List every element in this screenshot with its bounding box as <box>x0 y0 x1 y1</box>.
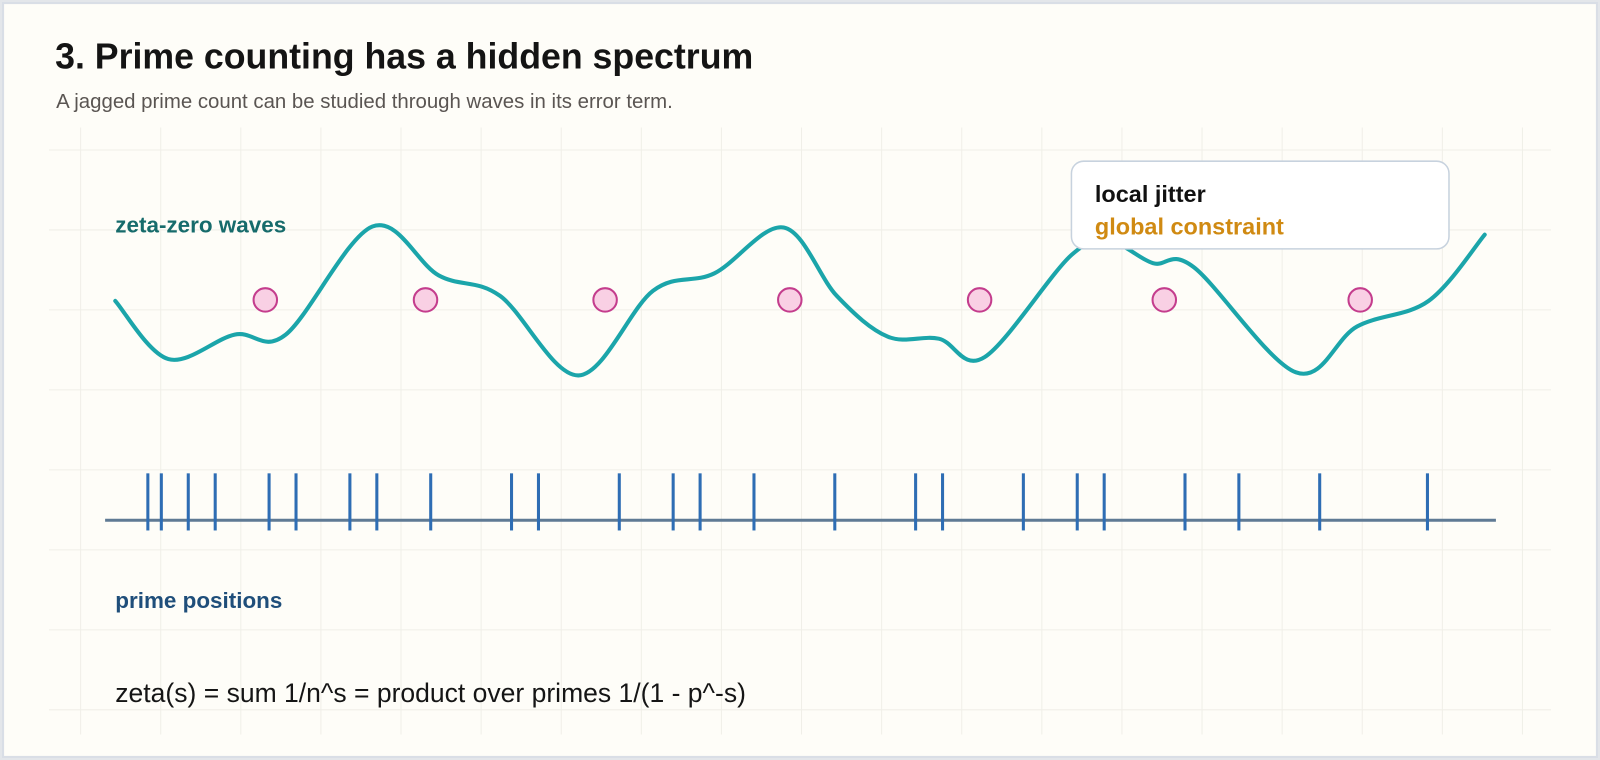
zero-marker <box>1151 287 1178 313</box>
title: 3. Prime counting has a hidden spectrum <box>55 36 753 76</box>
wave-label: zeta-zero waves <box>115 213 286 238</box>
callout-line: global constraint <box>1095 214 1284 240</box>
grid <box>48 127 1552 735</box>
formula: zeta(s) = sum 1/n^s = product over prime… <box>115 678 746 708</box>
callout-line: local jitter <box>1095 181 1206 207</box>
callout-box <box>1070 160 1450 250</box>
zero-markers <box>252 287 1373 313</box>
zero-marker <box>777 287 803 313</box>
subtitle: A jagged prime count can be studied thro… <box>56 91 673 113</box>
zero-marker <box>252 287 279 313</box>
zero-marker <box>966 287 993 313</box>
zero-marker <box>412 287 439 313</box>
zero-marker <box>592 287 618 313</box>
prime-label: prime positions <box>115 588 282 613</box>
zero-marker <box>1347 287 1373 313</box>
wave <box>113 223 1487 378</box>
prime-ticks <box>146 473 1429 531</box>
